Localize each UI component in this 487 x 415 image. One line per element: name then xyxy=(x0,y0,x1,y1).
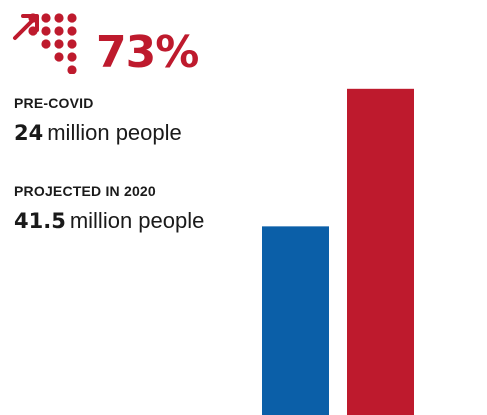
increase-percent: 73% xyxy=(96,27,199,78)
pre-covid-value: 24 million people xyxy=(14,120,182,146)
projected-2020-unit: million people xyxy=(69,208,205,233)
pre-covid-number: 24 xyxy=(14,121,44,145)
pre-covid-unit: million people xyxy=(47,120,182,145)
pre-covid-label: PRE-COVID xyxy=(14,95,94,111)
bar-pre-covid xyxy=(262,226,329,415)
growth-dots-arrow-icon xyxy=(13,13,77,74)
projected-2020-value: 41.5 million people xyxy=(14,208,204,234)
projected-2020-label: PROJECTED IN 2020 xyxy=(14,183,156,199)
projected-2020-number: 41.5 xyxy=(14,209,66,233)
bar-projected-2020 xyxy=(347,88,414,415)
